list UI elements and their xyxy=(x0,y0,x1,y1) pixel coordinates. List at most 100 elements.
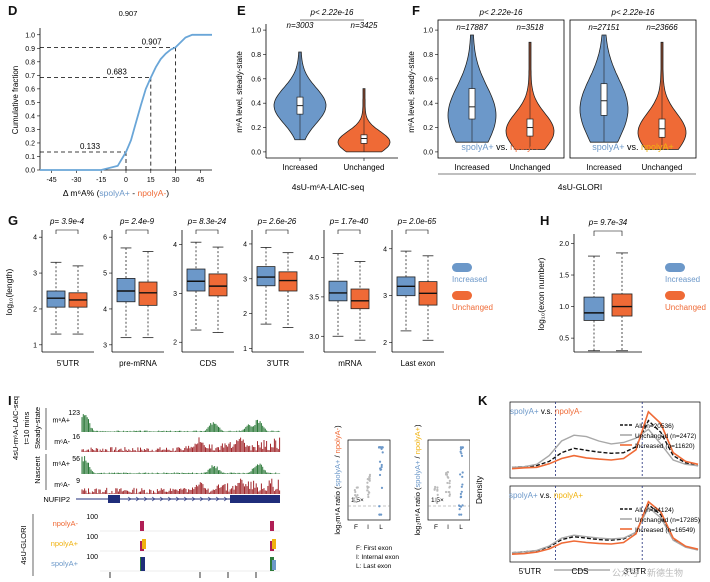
panel-d-xlabel: Δ m⁶A% (spolyA+ - npolyA-) xyxy=(63,188,169,198)
legend-increased-label: Increased xyxy=(452,275,488,285)
ratio-point xyxy=(434,485,437,489)
glori-track-label: spolyA+ xyxy=(51,559,79,568)
strand-arrow xyxy=(167,496,172,502)
legend-unchanged-label: Unchanged xyxy=(452,302,493,312)
fold-label: 1.5× xyxy=(431,497,444,504)
y-tick-label: 0.8 xyxy=(423,52,433,59)
ratio-point xyxy=(446,475,449,478)
y-tick-label: 3 xyxy=(103,342,107,349)
y-tick-label: 0.2 xyxy=(423,125,433,132)
glori-site xyxy=(141,557,145,571)
y-tick-label: 0.1 xyxy=(25,154,35,161)
panel-i-chart: 4sU-m⁶A-LAIC-seq t=10 mins Steady-state Nas… xyxy=(11,396,470,578)
strand-arrow xyxy=(135,496,140,502)
panel-d-chart: 0.907 0.0 0.1 0.2 0.3 0.4 0.5 0.6 0.7 0.8 0.9 1.0 -… xyxy=(11,9,212,198)
y-tick-label: 0.0 xyxy=(423,149,433,156)
n-label: n=27151 xyxy=(588,23,619,32)
subplot-frame xyxy=(437,19,565,159)
x-tick-label: 45 xyxy=(197,177,205,184)
ratio-point xyxy=(380,486,384,489)
strand-arrow xyxy=(127,496,132,502)
legend-unchanged xyxy=(452,290,493,300)
y-tick-label: 2.0 xyxy=(559,241,569,248)
box-increased-box xyxy=(583,296,605,321)
category-label: Increased xyxy=(586,163,621,172)
subplot-frame xyxy=(569,19,697,159)
y-tick-label: 0.6 xyxy=(423,76,433,83)
p-value: p< 2.22e-16 xyxy=(310,8,354,17)
y-tick-label: 4.0 xyxy=(309,255,319,262)
track-label: m⁶A- xyxy=(54,482,70,489)
y-tick-label: 0.2 xyxy=(25,140,35,147)
track-scale: 9 xyxy=(76,478,80,485)
y-tick-label: 1.0 xyxy=(251,28,261,35)
panel-e-title: 4sU-m⁶A-LAIC-seq xyxy=(292,182,365,192)
strand-arrow xyxy=(223,496,228,502)
y-tick-label: 4 xyxy=(243,241,247,248)
ratio-point xyxy=(356,486,359,489)
glori-scale: 100 xyxy=(86,554,98,561)
ratio-point xyxy=(366,489,369,492)
y-tick-label: 2 xyxy=(383,340,387,347)
y-tick-label: 0.5 xyxy=(559,336,569,343)
ratio-point xyxy=(367,491,371,494)
box-unchanged-box xyxy=(350,288,370,310)
panel-e-chart: 0.0 0.2 0.4 0.6 0.8 1.0 m⁶A level, steady-stat… xyxy=(235,8,398,192)
ratio-point xyxy=(461,475,464,478)
ratio-point xyxy=(448,479,451,483)
panel-h-ylabel: log₁₀(exon number) xyxy=(536,257,546,330)
p-bracket xyxy=(125,229,149,234)
category-label: Increased xyxy=(454,163,489,172)
y-tick-label: 2 xyxy=(173,340,177,347)
p-bracket xyxy=(337,229,361,234)
ratio-point xyxy=(434,500,437,503)
ratio-ylabel-a: log₂m⁶A ratio (spolyA+ / npolyA-) xyxy=(333,425,342,535)
ratio-point xyxy=(354,490,357,494)
glori-site xyxy=(272,539,276,549)
ratio-point xyxy=(367,495,370,499)
panel-e-letter: E xyxy=(237,3,246,18)
ratio-point xyxy=(378,460,382,463)
ratio-point xyxy=(366,481,369,484)
strand-arrow xyxy=(143,496,148,502)
track-label: m⁶A+ xyxy=(53,461,70,468)
reference-label: 0.907 xyxy=(142,37,163,46)
y-tick-label: 4 xyxy=(383,246,387,253)
panel-e-ylabel: m⁶A level, steady-state xyxy=(235,51,244,133)
ratio-point xyxy=(435,498,439,501)
legend-spolyA-vs-npolyA-plus: spolyA+ vs. npolyA+ xyxy=(592,142,674,152)
p-value: p= 8.3e-24 xyxy=(187,217,227,226)
ratio-point xyxy=(436,489,439,492)
strand-arrow xyxy=(207,496,212,502)
track-scale: 16 xyxy=(72,434,80,441)
exon-key-item: F: First exon xyxy=(356,545,393,552)
category-label: mRNA xyxy=(338,359,362,368)
ratio-point xyxy=(460,454,464,458)
glori-site xyxy=(272,560,276,570)
category-label: CDS xyxy=(200,359,217,368)
legend-label: Unchanged (n=17285) xyxy=(635,517,700,524)
category-label: pre-mRNA xyxy=(119,359,157,368)
panel-d-letter: D xyxy=(8,3,18,18)
exon-tick-label: I xyxy=(447,524,449,531)
ratio-point xyxy=(460,485,463,488)
ratio-point xyxy=(457,504,461,507)
ratio-point xyxy=(460,452,463,455)
ratio-point xyxy=(381,451,384,454)
panel-d-top-text: 0.907 xyxy=(119,9,138,18)
ratio-point xyxy=(356,494,359,497)
subplot-title: spolyA+ v.s. npolyA- xyxy=(510,407,582,416)
ratio-point xyxy=(448,493,452,496)
glori-site xyxy=(140,521,144,531)
strand-arrow xyxy=(151,496,156,502)
box-increased-box xyxy=(186,268,206,292)
legend-unchanged-swatch xyxy=(665,290,685,300)
y-tick-label: 3 xyxy=(173,291,177,298)
ratio-point xyxy=(459,473,462,476)
category-label: 5'UTR xyxy=(57,359,80,368)
ratio-point xyxy=(459,450,462,453)
p-value: p= 9.7e-34 xyxy=(588,218,628,227)
p-bracket xyxy=(265,229,289,234)
x-tick-label: -30 xyxy=(71,177,81,184)
y-tick-label: 0.4 xyxy=(251,101,261,108)
